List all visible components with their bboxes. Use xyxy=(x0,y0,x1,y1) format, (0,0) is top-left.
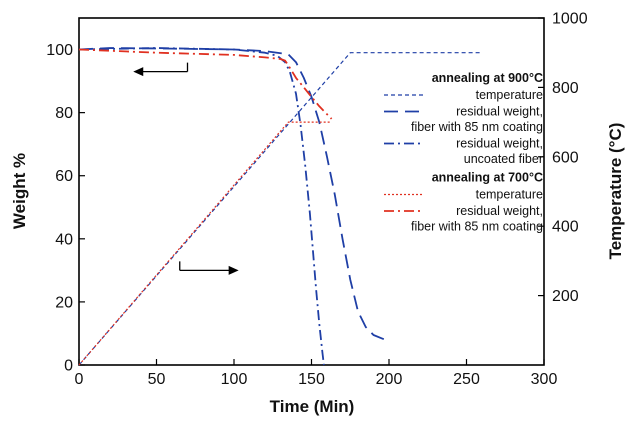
y2-tick-label: 400 xyxy=(552,219,579,236)
legend-label: temperature xyxy=(476,188,543,202)
y2-tick-label: 800 xyxy=(552,80,579,97)
x-tick-label: 300 xyxy=(531,371,558,388)
y-axis-title: Weight % xyxy=(10,153,29,229)
y-tick-label: 0 xyxy=(64,358,73,375)
legend-label: fiber with 85 nm coating xyxy=(411,220,543,234)
legend-label: fiber with 85 nm coating xyxy=(411,120,543,134)
series-line-2 xyxy=(78,47,325,366)
y-axis-ticks: 0 20 40 60 80 100 xyxy=(46,42,85,375)
x-tick-label: 200 xyxy=(376,371,403,388)
annotation-arrow-right xyxy=(179,261,239,275)
y-tick-label: 60 xyxy=(55,168,73,185)
series-line-3 xyxy=(78,121,331,366)
x-tick-label: 0 xyxy=(75,371,84,388)
x-tick-label: 100 xyxy=(221,371,248,388)
y-tick-label: 40 xyxy=(55,231,73,248)
legend-label: temperature xyxy=(476,88,543,102)
y2-tick-label: 600 xyxy=(552,149,579,166)
series-line-0 xyxy=(78,52,482,366)
x-axis-title: Time (Min) xyxy=(270,397,355,416)
legend-label: uncoated fiber xyxy=(464,152,543,166)
legend-group-title: annealing at 700°C xyxy=(432,171,543,185)
y2-axis-title: Temperature (°C) xyxy=(606,123,625,260)
x-axis-ticks: 0 50 100 150 200 250 300 xyxy=(75,359,558,388)
annotation-arrow-left xyxy=(133,62,189,77)
annotation-layer xyxy=(133,62,239,275)
legend-label: residual weight, xyxy=(456,137,543,151)
x-tick-label: 150 xyxy=(298,371,325,388)
legend-label: residual weight, xyxy=(456,105,543,119)
x-tick-label: 250 xyxy=(453,371,480,388)
series-line-1 xyxy=(78,47,390,343)
y2-tick-label: 1000 xyxy=(552,11,588,28)
series-line-4 xyxy=(78,48,333,120)
y2-axis-ticks: 200 400 600 800 1000 xyxy=(538,11,588,305)
legend-label: residual weight, xyxy=(456,204,543,218)
legend-group-title: annealing at 900°C xyxy=(432,71,543,85)
y-tick-label: 100 xyxy=(46,42,73,59)
y-tick-label: 80 xyxy=(55,105,73,122)
y2-tick-label: 200 xyxy=(552,288,579,305)
legend: annealing at 900°C temperature residual we… xyxy=(384,71,543,234)
x-tick-label: 50 xyxy=(148,371,166,388)
series-layer xyxy=(78,47,482,366)
y-tick-label: 20 xyxy=(55,294,73,311)
